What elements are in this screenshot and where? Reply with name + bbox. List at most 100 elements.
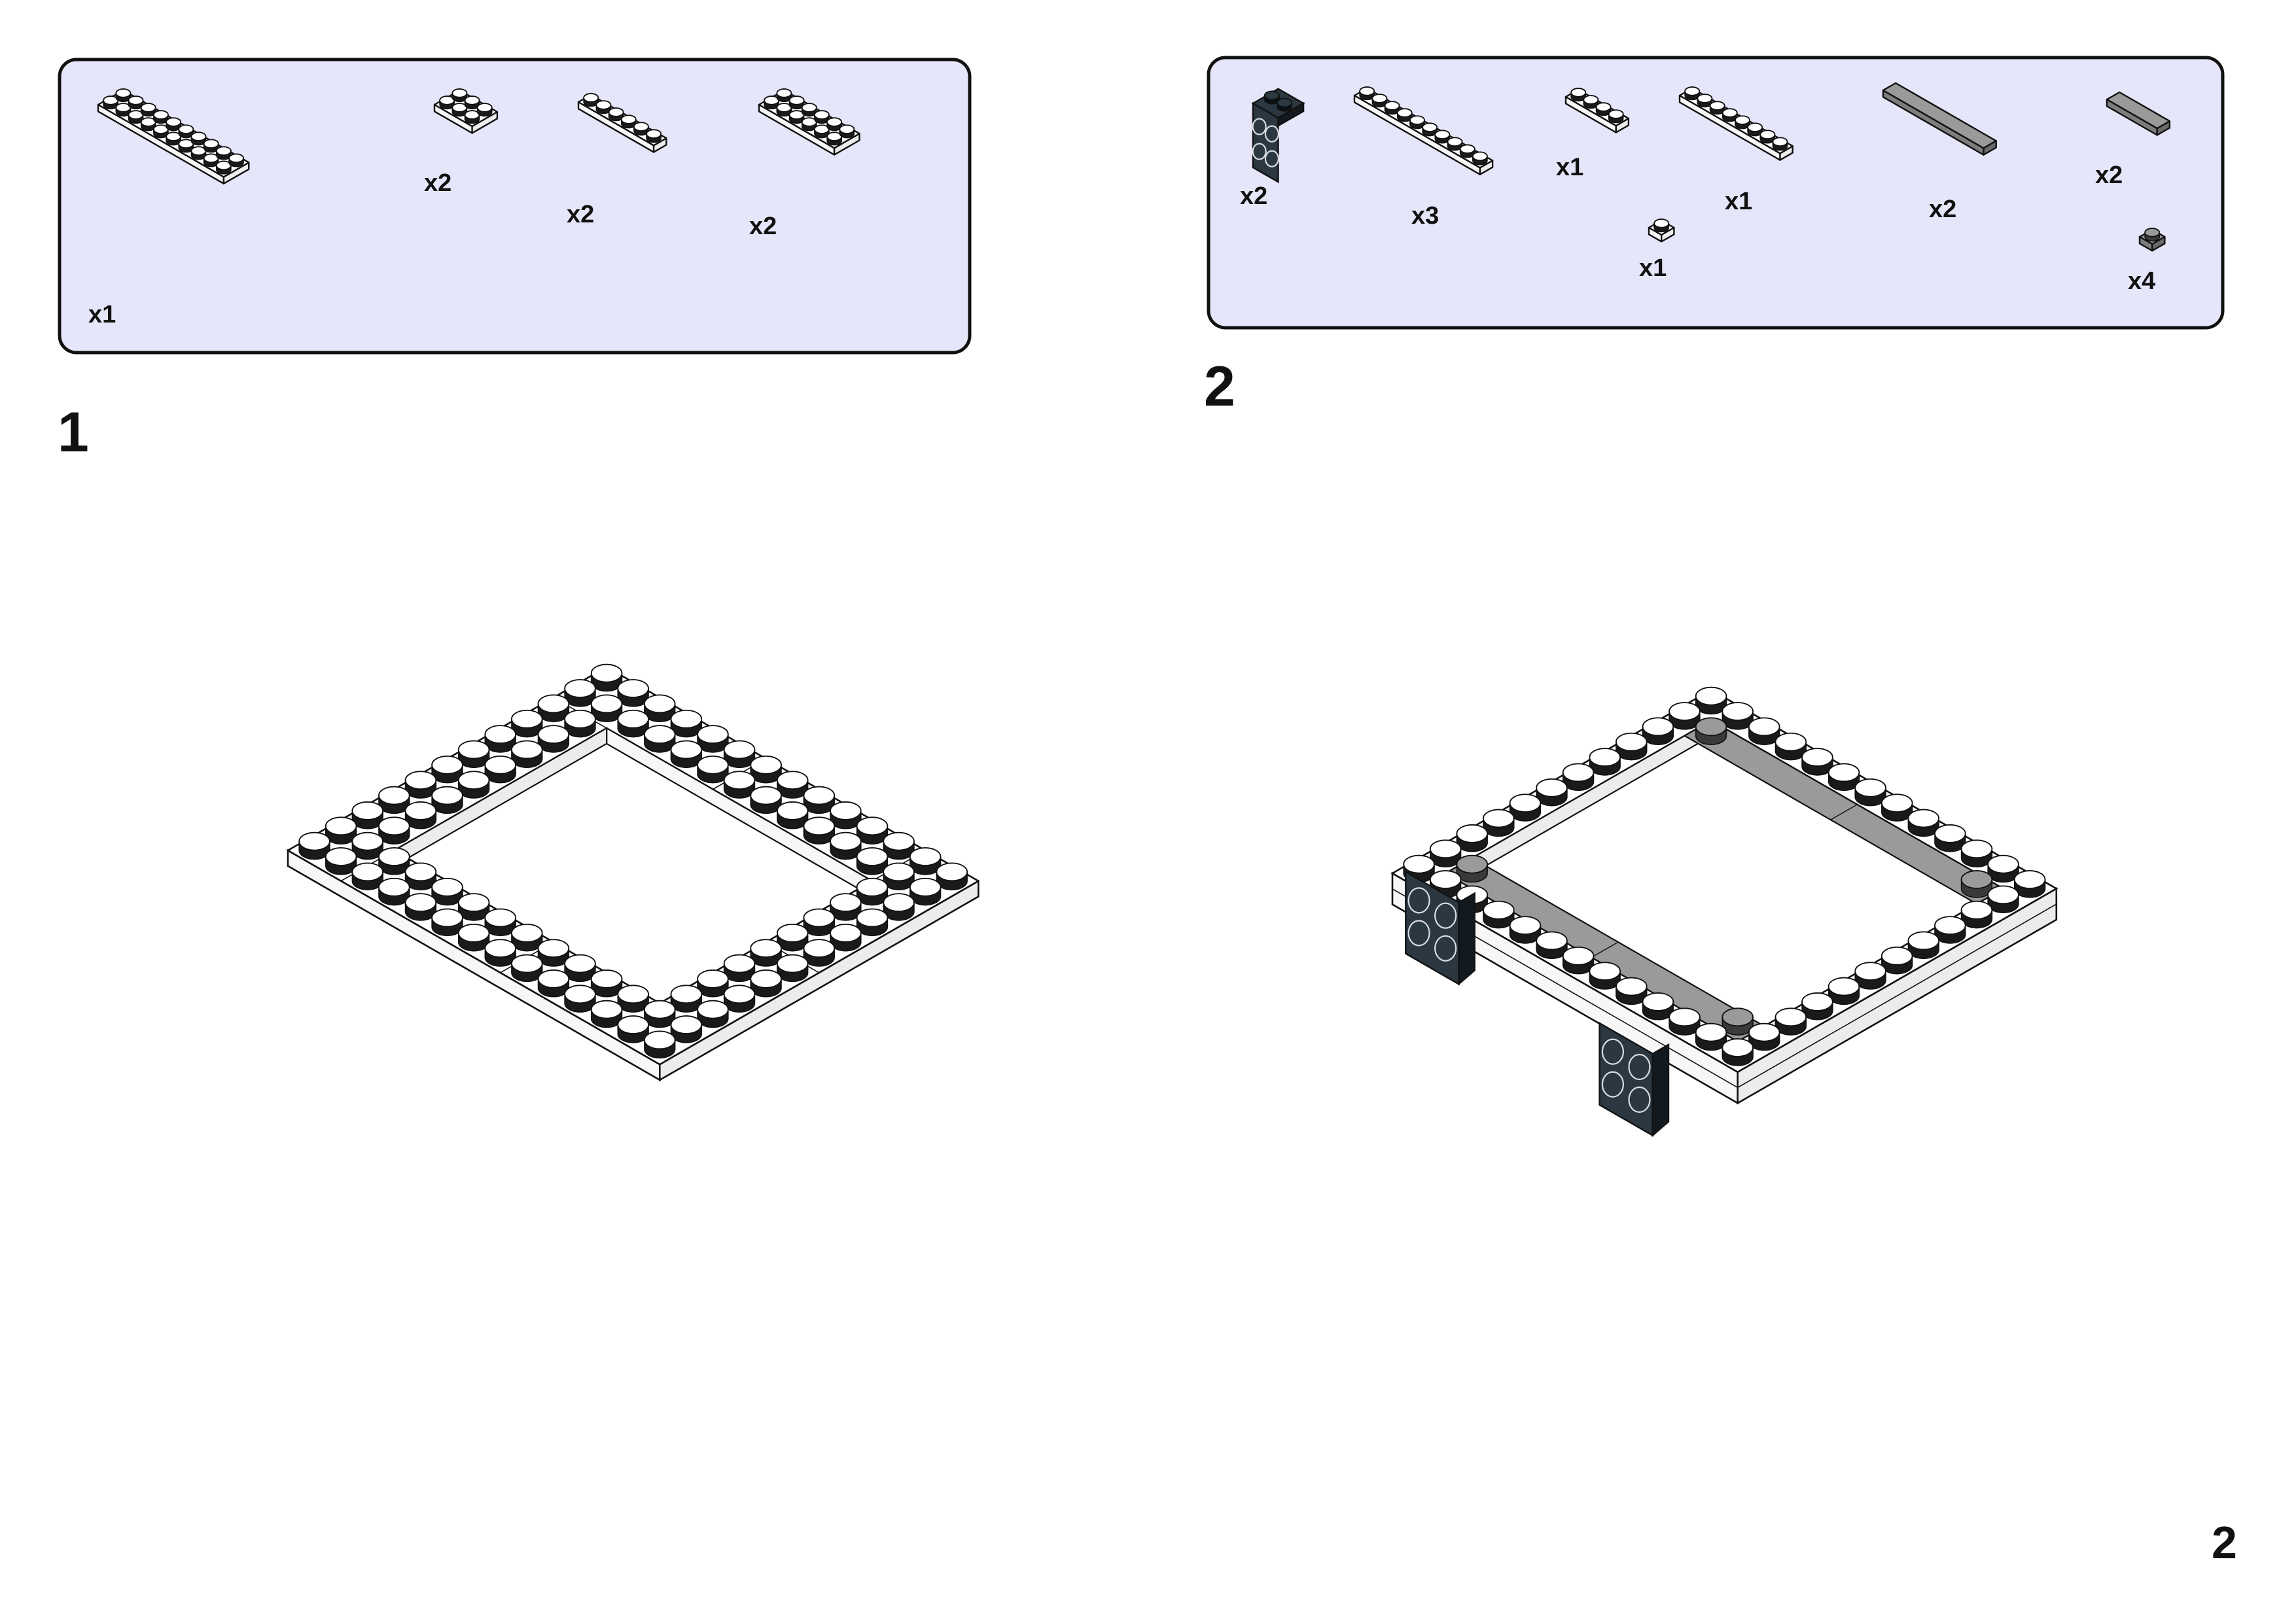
stud-top (1422, 122, 1438, 132)
stud-top (670, 985, 703, 1004)
stud-top (1562, 946, 1595, 966)
stud-top (404, 771, 437, 790)
stud-top (1616, 732, 1648, 752)
stud-top (431, 786, 463, 805)
stud-top (1653, 218, 1670, 228)
stud-top (803, 786, 836, 805)
stud-top (1828, 763, 1860, 782)
stud-top (826, 117, 843, 127)
stud-top (776, 923, 809, 943)
side-stud (1628, 1086, 1651, 1113)
part-qty-label: x1 (1725, 188, 1752, 215)
stud-top (351, 831, 384, 851)
stud-top (1472, 151, 1488, 162)
tile-1x8-gray-icon (1882, 82, 1997, 156)
stud-top (1371, 94, 1388, 103)
stud-top (115, 88, 132, 98)
stud-top (697, 755, 729, 775)
stud-top (2013, 870, 2046, 889)
stud-top (190, 131, 207, 141)
stud-top (1987, 854, 2019, 874)
stud-top (830, 923, 862, 943)
part-qty-label: x3 (1411, 202, 1439, 230)
parts-panel-1 (58, 58, 972, 355)
side-stud (1434, 902, 1457, 929)
stud-top (1277, 97, 1293, 108)
stud-top (1960, 839, 1993, 859)
stud-top (378, 786, 410, 805)
stud-top (590, 969, 623, 988)
stud-top (325, 847, 357, 866)
stud-top (1536, 931, 1568, 951)
stud-top (511, 954, 543, 973)
stud-top (378, 816, 410, 836)
stud-top (883, 893, 915, 912)
stud-top (484, 755, 516, 775)
stud-top (1456, 854, 1489, 874)
stud-top (1570, 88, 1587, 97)
plate-2x10-white-icon (97, 88, 250, 184)
layer-line (1392, 888, 2057, 1089)
stud-top (378, 847, 410, 866)
stud-top (856, 847, 889, 866)
stud-top (803, 939, 836, 958)
frame-side (287, 848, 661, 1082)
stud-top (1987, 885, 2019, 905)
stud-top (537, 725, 570, 744)
stud-top (1589, 748, 1621, 767)
stud-top (476, 103, 493, 113)
stud-top (1722, 702, 1754, 721)
stud-top (1854, 778, 1886, 797)
side-stud (1601, 1038, 1624, 1065)
stud-top (936, 862, 968, 882)
stud-top (856, 877, 889, 897)
part-qty-label: x4 (2128, 268, 2155, 295)
bracket-side (1458, 892, 1475, 986)
side-stud (1601, 1071, 1624, 1098)
stud-top (351, 862, 384, 882)
stud-top (1384, 101, 1400, 111)
stud-top (1907, 931, 1940, 951)
stud-top (856, 908, 889, 928)
stud-top (228, 153, 245, 164)
stud-top (830, 831, 862, 851)
stud-top (670, 740, 703, 759)
stud-top (620, 114, 637, 124)
stud-top (1722, 108, 1738, 118)
plate-1x1-gray-icon (2138, 228, 2166, 252)
bracket-1x2-2x2-dark-icon (1251, 88, 1305, 184)
side-stud (1264, 150, 1280, 167)
stud-top (1669, 1007, 1701, 1027)
stud-top (1509, 794, 1542, 813)
stud-top (1722, 1007, 1754, 1027)
part-qty-label: x2 (1240, 183, 1267, 210)
stud-top (431, 908, 463, 928)
stud-top (883, 862, 915, 882)
plate-1x4-white-icon (1564, 88, 1630, 133)
stud-top (1960, 870, 1993, 889)
side-stud (1252, 118, 1267, 135)
stud-top (128, 96, 144, 105)
stud-top (215, 146, 232, 156)
stud-top (511, 923, 543, 943)
stud-top (1709, 101, 1725, 111)
stud-top (723, 740, 756, 759)
stud-top (776, 801, 809, 820)
stud-top (537, 969, 570, 988)
stud-top (697, 969, 729, 988)
stud-top (1734, 115, 1750, 125)
part-qty-label: x2 (567, 201, 594, 228)
page-number: 2 (2212, 1517, 2237, 1568)
stud-top (617, 985, 649, 1004)
step-2-number: 2 (1204, 355, 1235, 418)
stud-top (1697, 94, 1713, 103)
stud-top (830, 801, 862, 820)
stud-top (595, 100, 612, 110)
stud-top (723, 985, 756, 1004)
part-qty-label: x2 (424, 169, 451, 197)
step-1-assembly (287, 663, 980, 1082)
stud-top (643, 1030, 676, 1050)
bracket-side (1277, 101, 1305, 128)
stud-top (750, 969, 782, 988)
stud-top (643, 1000, 676, 1019)
